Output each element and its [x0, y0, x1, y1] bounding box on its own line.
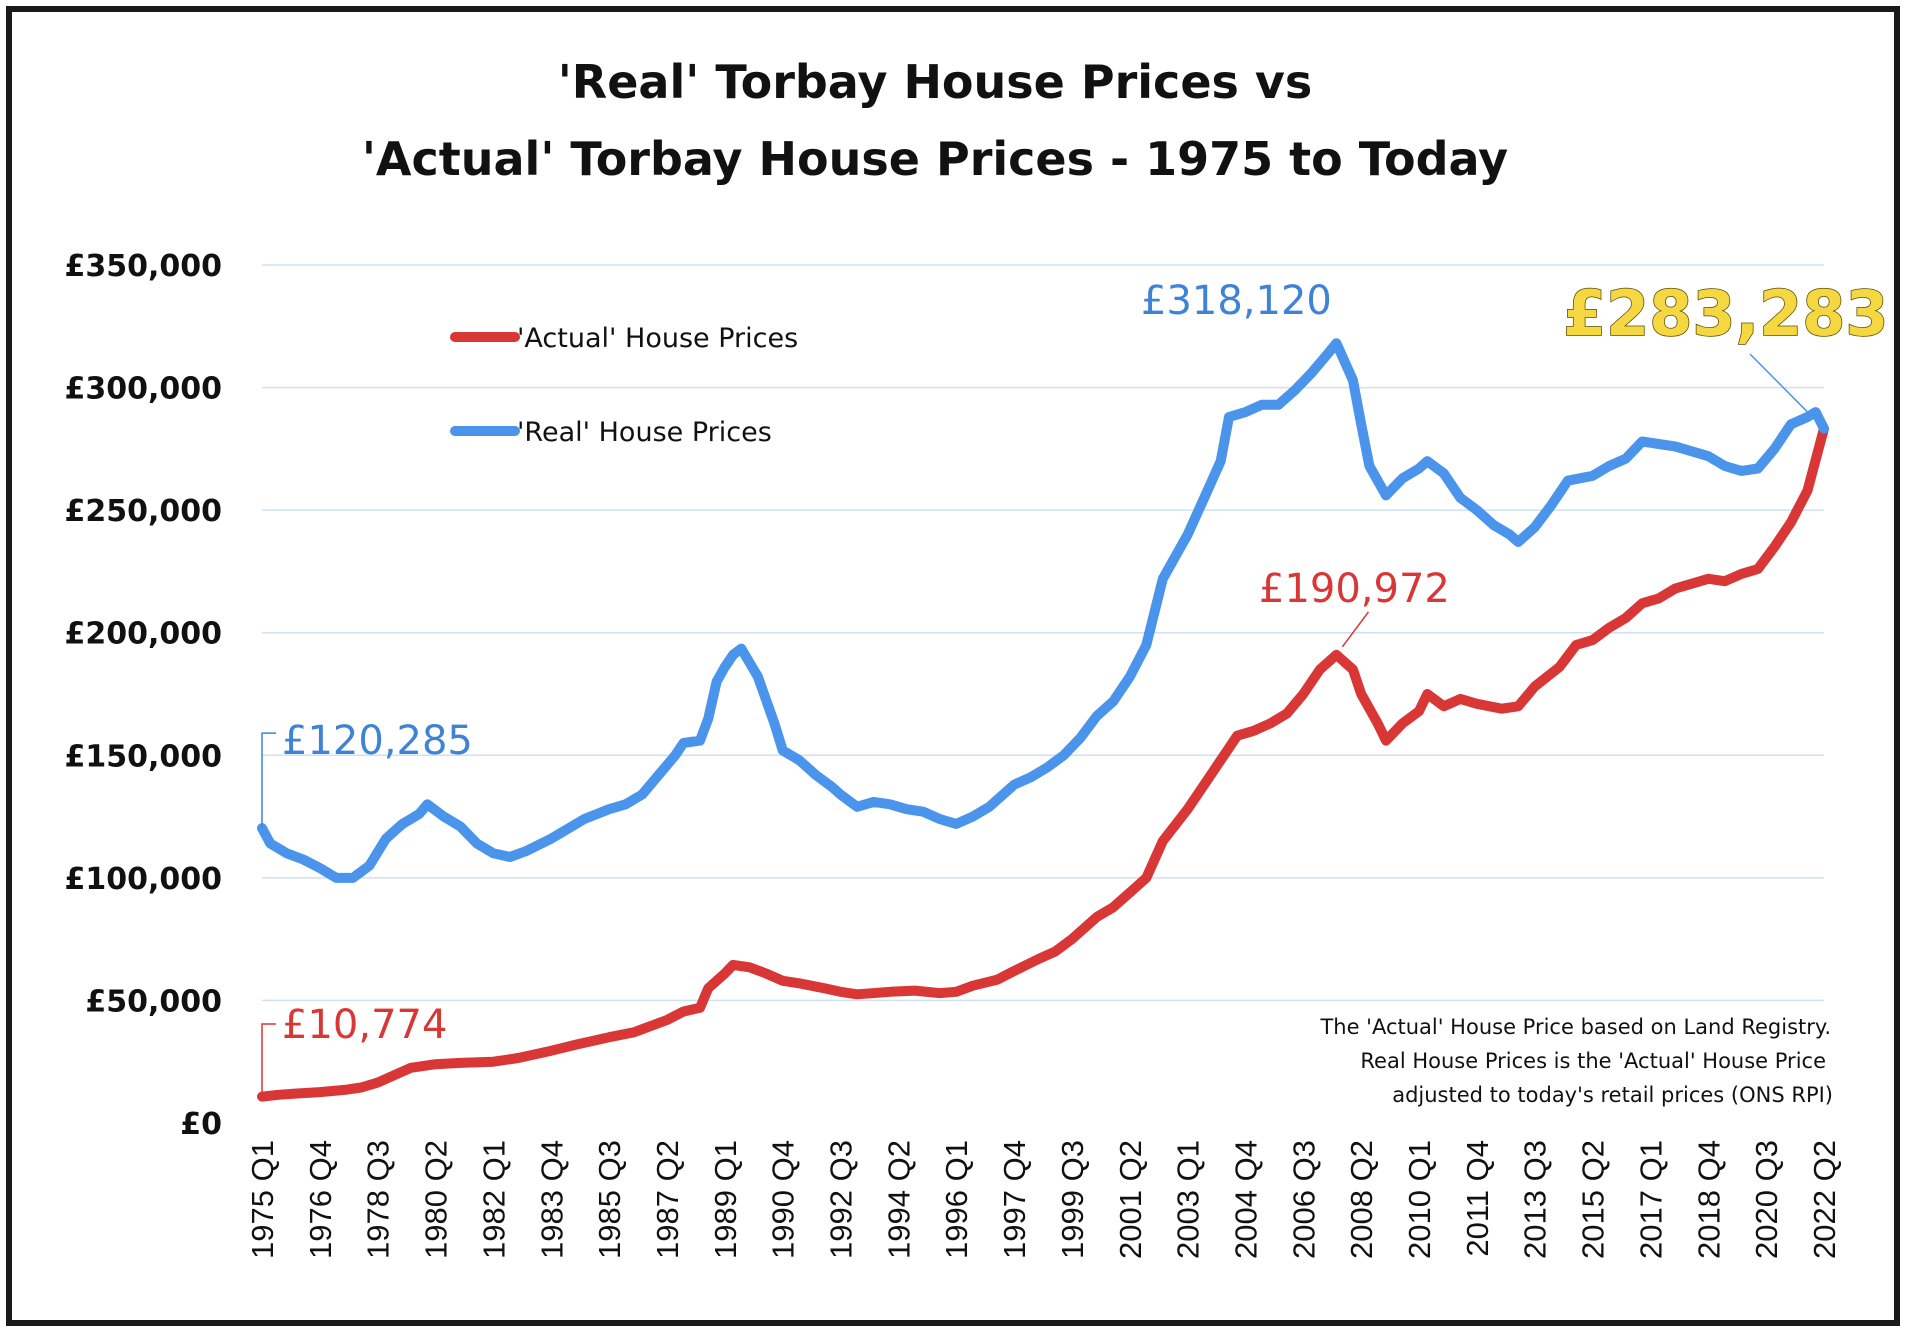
leader-actual-peak [1341, 611, 1369, 648]
y-tick-label: £50,000 [85, 984, 222, 1019]
annotation-actual-peak: £190,972 [1259, 566, 1450, 612]
x-tick-label: 1999 Q3 [1055, 1140, 1090, 1259]
annotation-real-start: £120,285 [282, 718, 473, 764]
x-tick-label: 2010 Q1 [1402, 1140, 1437, 1259]
y-tick-label: £200,000 [64, 617, 222, 652]
annotations: £120,285 £10,774 £318,120 £190,972 £283,… [261, 276, 1889, 1097]
x-tick-label: 2004 Q4 [1228, 1140, 1263, 1259]
x-tick-label: 1989 Q1 [708, 1140, 743, 1259]
chart-title-line-1: 'Real' Torbay House Prices vs [558, 55, 1313, 109]
y-tick-label: £0 [180, 1107, 222, 1142]
y-tick-label: £250,000 [64, 494, 222, 529]
legend-label-real: 'Real' House Prices [517, 417, 772, 448]
leader-real-start [261, 732, 276, 829]
x-tick-label: 2018 Q4 [1691, 1140, 1726, 1259]
legend-label-actual: 'Actual' House Prices [517, 323, 798, 354]
x-tick-label: 2003 Q1 [1171, 1140, 1206, 1259]
y-tick-label: £150,000 [64, 739, 222, 774]
x-tick-label: 2006 Q3 [1286, 1140, 1321, 1259]
x-tick-label: 2022 Q2 [1807, 1140, 1842, 1259]
x-tick-label: 1976 Q4 [303, 1140, 338, 1259]
x-axis-ticks: 1975 Q1 1976 Q4 1978 Q3 1980 Q2 1982 Q1 1983 … [245, 1140, 1842, 1259]
series-lines [257, 338, 1829, 1102]
x-tick-label: 1978 Q3 [361, 1140, 396, 1259]
chart-title-line-2: 'Actual' Torbay House Prices - 1975 to T… [362, 132, 1508, 186]
series-line-actual [257, 423, 1829, 1102]
x-tick-label: 1980 Q2 [419, 1140, 454, 1259]
x-tick-label: 2017 Q1 [1633, 1140, 1668, 1259]
y-tick-label: £350,000 [64, 249, 222, 284]
x-tick-label: 2015 Q2 [1576, 1140, 1611, 1259]
y-tick-label: £100,000 [64, 862, 222, 897]
gridlines [262, 264, 1824, 1002]
leader-latest [1749, 353, 1815, 420]
x-tick-label: 1985 Q3 [592, 1140, 627, 1259]
x-tick-label: 1983 Q4 [534, 1140, 569, 1259]
x-tick-label: 1975 Q1 [245, 1140, 280, 1259]
x-tick-label: 1994 Q2 [881, 1140, 916, 1259]
series-line-real [257, 338, 1829, 883]
x-tick-label: 2020 Q3 [1749, 1140, 1784, 1259]
x-tick-label: 1996 Q1 [939, 1140, 974, 1259]
note-line-2: Real House Prices is the 'Actual' House … [1360, 1049, 1826, 1073]
leader-actual-start [261, 1023, 276, 1097]
x-tick-label: 1990 Q4 [766, 1140, 801, 1259]
legend: 'Actual' House Prices 'Real' House Price… [450, 323, 798, 448]
annotation-real-peak: £318,120 [1141, 278, 1332, 324]
x-tick-label: 1982 Q1 [476, 1140, 511, 1259]
annotation-actual-start: £10,774 [282, 1002, 447, 1048]
y-tick-label: £300,000 [64, 372, 222, 407]
note-line-1: The 'Actual' House Price based on Land R… [1319, 1015, 1831, 1039]
note-line-3: adjusted to today's retail prices (ONS R… [1392, 1083, 1833, 1107]
x-tick-label: 2011 Q4 [1460, 1140, 1495, 1257]
x-tick-label: 1992 Q3 [824, 1140, 859, 1259]
x-tick-label: 2001 Q2 [1113, 1140, 1148, 1259]
x-tick-label: 1987 Q2 [650, 1140, 685, 1259]
y-axis-ticks: £0 £50,000 £100,000 £150,000 £200,000 £250,00… [64, 249, 222, 1142]
chart-frame [6, 6, 1900, 1326]
source-note: The 'Actual' House Price based on Land R… [1319, 1015, 1833, 1107]
x-tick-label: 2013 Q3 [1518, 1140, 1553, 1259]
x-tick-label: 1997 Q4 [997, 1140, 1032, 1259]
x-tick-label: 2008 Q2 [1344, 1140, 1379, 1259]
annotation-latest: £283,283 [1563, 277, 1889, 350]
